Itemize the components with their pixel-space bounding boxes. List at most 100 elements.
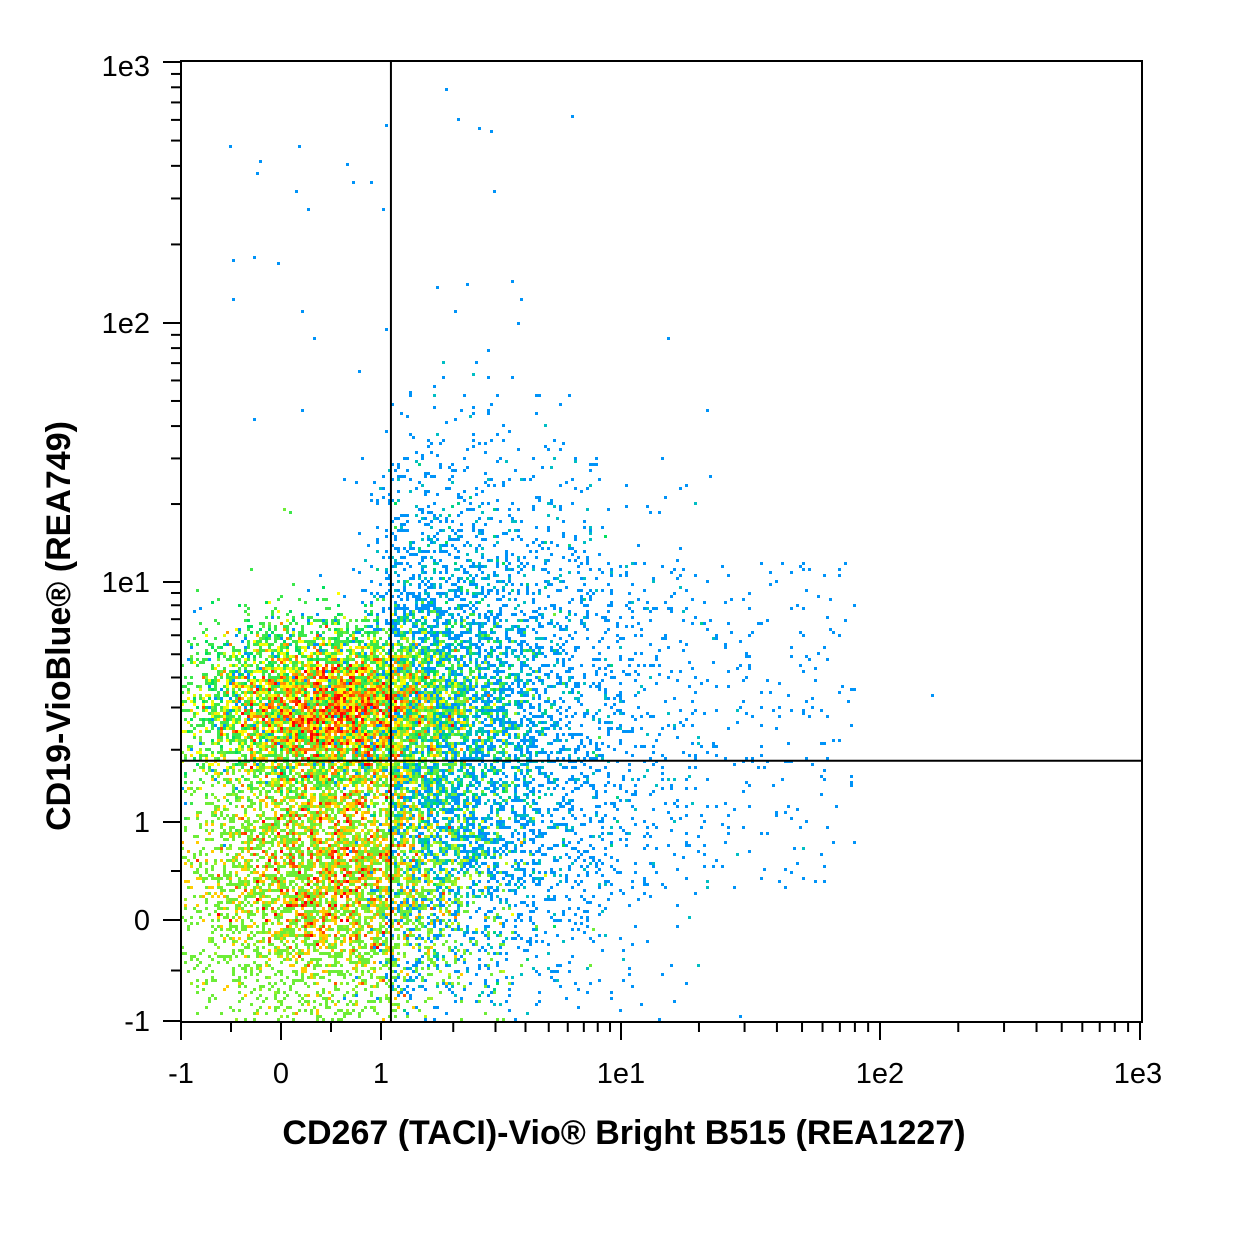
event-dot (418, 583, 421, 586)
event-dot (307, 736, 310, 739)
event-dot (445, 544, 448, 547)
event-dot (607, 610, 610, 613)
event-dot (352, 745, 355, 748)
event-dot (223, 670, 226, 673)
event-dot (280, 688, 283, 691)
event-dot (280, 658, 283, 661)
event-dot (355, 751, 358, 754)
event-dot (364, 685, 367, 688)
event-dot (334, 667, 337, 670)
event-dot (280, 595, 283, 598)
event-dot (298, 646, 301, 649)
event-dot (217, 730, 220, 733)
event-dot (514, 529, 517, 532)
event-dot (619, 742, 622, 745)
event-dot (217, 712, 220, 715)
event-dot (217, 679, 220, 682)
event-dot (490, 517, 493, 520)
event-dot (256, 685, 259, 688)
event-dot (631, 610, 634, 613)
event-dot (286, 742, 289, 745)
event-dot (400, 523, 403, 526)
event-dot (220, 700, 223, 703)
event-dot (562, 658, 565, 661)
event-dot (625, 604, 628, 607)
event-dot (412, 676, 415, 679)
event-dot (295, 748, 298, 751)
event-dot (241, 640, 244, 643)
event-dot (448, 736, 451, 739)
event-dot (253, 730, 256, 733)
event-dot (286, 748, 289, 751)
event-dot (439, 577, 442, 580)
event-dot (229, 679, 232, 682)
event-dot (484, 694, 487, 697)
event-dot (565, 481, 568, 484)
event-dot (619, 694, 622, 697)
event-dot (397, 709, 400, 712)
event-dot (433, 535, 436, 538)
event-dot (328, 730, 331, 733)
event-dot (262, 706, 265, 709)
event-dot (406, 685, 409, 688)
event-dot (568, 559, 571, 562)
event-dot (277, 616, 280, 619)
event-dot (259, 661, 262, 664)
event-dot (232, 259, 235, 262)
event-dot (715, 709, 718, 712)
event-dot (262, 727, 265, 730)
event-dot (202, 709, 205, 712)
event-dot (343, 748, 346, 751)
event-dot (424, 523, 427, 526)
event-dot (610, 592, 613, 595)
event-dot (595, 589, 598, 592)
event-dot (229, 655, 232, 658)
event-dot (667, 724, 670, 727)
event-dot (433, 604, 436, 607)
event-dot (451, 724, 454, 727)
event-dot (526, 664, 529, 667)
event-dot (334, 682, 337, 685)
event-dot (337, 676, 340, 679)
event-dot (433, 697, 436, 700)
event-dot (388, 745, 391, 748)
event-dot (490, 649, 493, 652)
event-dot (355, 739, 358, 742)
event-dot (502, 685, 505, 688)
event-dot (502, 691, 505, 694)
event-dot (475, 634, 478, 637)
event-dot (562, 733, 565, 736)
event-dot (262, 670, 265, 673)
event-dot (571, 733, 574, 736)
event-dot (460, 727, 463, 730)
event-dot (313, 733, 316, 736)
event-dot (457, 118, 460, 121)
event-dot (541, 547, 544, 550)
event-dot (463, 679, 466, 682)
event-dot (328, 712, 331, 715)
event-dot (439, 544, 442, 547)
event-dot (505, 568, 508, 571)
event-dot (469, 709, 472, 712)
event-dot (418, 598, 421, 601)
event-dot (286, 655, 289, 658)
event-dot (541, 682, 544, 685)
event-dot (598, 667, 601, 670)
event-dot (484, 523, 487, 526)
event-dot (499, 682, 502, 685)
event-dot (277, 646, 280, 649)
event-dot (400, 412, 403, 415)
event-dot (325, 622, 328, 625)
event-dot (448, 727, 451, 730)
event-dot (433, 706, 436, 709)
event-dot (223, 652, 226, 655)
event-dot (322, 739, 325, 742)
event-dot (364, 616, 367, 619)
event-dot (385, 673, 388, 676)
event-dot (508, 430, 511, 433)
event-dot (448, 637, 451, 640)
event-dot (400, 643, 403, 646)
event-dot (340, 715, 343, 718)
event-dot (457, 514, 460, 517)
